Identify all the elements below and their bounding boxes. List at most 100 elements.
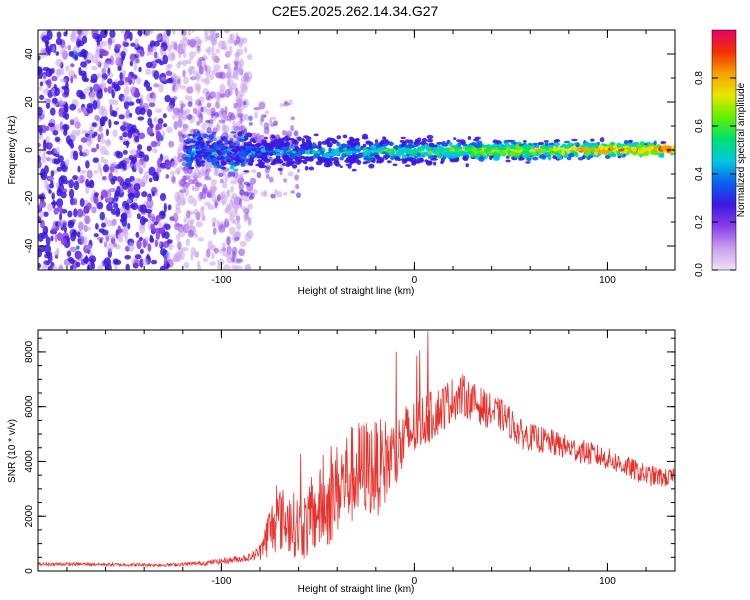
heatmap-cell [67, 138, 74, 147]
heatmap-cell [543, 140, 549, 143]
heatmap-cell [148, 166, 156, 176]
heatmap-cell [178, 60, 184, 65]
heatmap-cell [80, 61, 87, 68]
heatmap-cell [292, 164, 298, 169]
heatmap-cell [556, 154, 563, 160]
heatmap-cell [219, 83, 226, 92]
heatmap-cell [133, 259, 141, 268]
heatmap-cell [247, 203, 254, 210]
heatmap-cell [413, 159, 417, 164]
heatmap-cell [268, 176, 274, 183]
heatmap-cell [377, 147, 384, 152]
heatmap-cell [122, 157, 130, 164]
heatmap-cell [100, 139, 107, 144]
heatmap-cell [69, 32, 77, 43]
heatmap-cell [397, 147, 402, 152]
heatmap-cell [263, 189, 268, 198]
heatmap-cell [374, 154, 381, 158]
heatmap-cell [276, 160, 281, 164]
heatmap-cell [196, 39, 203, 45]
heatmap-cell [131, 86, 136, 94]
heatmap-cell [401, 160, 406, 164]
heatmap-cell [63, 225, 67, 233]
heatmap-cell [75, 251, 83, 261]
colorbar-tick-label: 0.8 [694, 71, 705, 85]
heatmap-cell [59, 212, 63, 222]
heatmap-cell [110, 219, 115, 227]
heatmap-cell [213, 142, 218, 148]
heatmap-cell [368, 163, 375, 169]
heatmap-cell [121, 226, 128, 236]
heatmap-cell [637, 149, 645, 154]
heatmap-cell [623, 140, 629, 145]
heatmap-cell [338, 146, 344, 151]
heatmap-cell [278, 143, 283, 149]
heatmap-cell [87, 261, 91, 266]
heatmap-cell [226, 158, 232, 163]
heatmap-cell [214, 167, 218, 176]
heatmap-cell [236, 154, 240, 159]
heatmap-cell [411, 151, 418, 157]
heatmap-cell [73, 150, 79, 161]
heatmap-cell [126, 211, 133, 219]
heatmap-cell [505, 159, 511, 163]
heatmap-cell [270, 193, 276, 199]
heatmap-cell [209, 30, 217, 36]
heatmap-cell [101, 176, 107, 181]
heatmap-cell [653, 140, 657, 146]
heatmap-cell [122, 181, 129, 190]
colorbar-ticks: 0.0 0.2 0.4 0.6 0.8 [694, 71, 736, 277]
heatmap-cell [399, 139, 405, 143]
heatmap-cell [327, 157, 335, 162]
heatmap-cell [175, 207, 182, 214]
heatmap-cell [548, 142, 555, 146]
heatmap-cell [506, 145, 511, 152]
heatmap-cell [474, 136, 481, 140]
heatmap-cell [64, 124, 68, 133]
heatmap-cell [85, 184, 90, 195]
heatmap-cell [211, 159, 215, 165]
heatmap-cell [194, 82, 202, 91]
heatmap-cell [139, 151, 145, 159]
heatmap-cell [361, 136, 369, 140]
heatmap-cell [101, 67, 107, 76]
heatmap-cell [100, 118, 104, 127]
heatmap-cell [282, 162, 286, 166]
heatmap-cell [196, 120, 201, 126]
heatmap-cell [238, 138, 245, 143]
heatmap-cell [105, 235, 110, 243]
heatmap-cell [127, 129, 133, 139]
heatmap-cell [114, 43, 122, 50]
heatmap-cell [38, 106, 43, 116]
heatmap-cell [210, 186, 218, 192]
heatmap-cell [174, 252, 183, 262]
heatmap-cell [101, 229, 109, 236]
heatmap-cell [136, 213, 141, 220]
heatmap-cell [290, 146, 296, 150]
heatmap-cell [47, 142, 53, 149]
heatmap-cell [90, 78, 98, 83]
heatmap-cell [104, 217, 108, 225]
heatmap-cell [155, 108, 163, 113]
heatmap-cell [62, 111, 67, 119]
heatmap-cell [427, 150, 433, 155]
heatmap-cell [109, 30, 116, 39]
heatmap-cell [351, 168, 357, 172]
heatmap-cell [107, 78, 113, 85]
heatmap-cell [142, 160, 147, 169]
heatmap-cell [184, 145, 190, 150]
heatmap-cell [573, 142, 577, 146]
heatmap-cell [231, 193, 238, 199]
heatmap-cell [69, 188, 75, 199]
heatmap-cell [473, 151, 479, 154]
heatmap-cell [114, 244, 121, 250]
heatmap-cell [263, 127, 270, 135]
heatmap-cell [78, 66, 82, 76]
heatmap-cell [205, 91, 211, 101]
heatmap-cell [182, 134, 187, 139]
heatmap-cell [38, 142, 41, 148]
heatmap-cell [40, 219, 45, 229]
y-tick-label: -20 [24, 190, 35, 205]
heatmap-cell [404, 144, 410, 149]
